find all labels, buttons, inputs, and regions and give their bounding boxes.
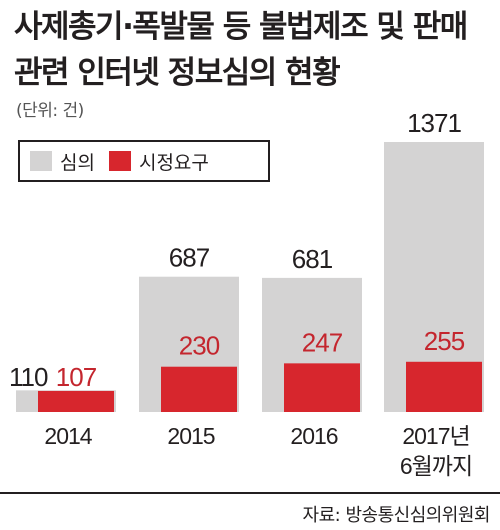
review-value-label: 681 <box>292 244 333 274</box>
correction-value-label: 247 <box>302 327 343 357</box>
bottom-divider <box>0 492 500 494</box>
correction-bar <box>161 366 237 412</box>
bar-chart: 110 107 2014 687 230 2015 681 247 2016 1371 255 201… <box>9 108 484 479</box>
correction-bar <box>38 390 114 412</box>
correction-value-label: 230 <box>179 331 220 361</box>
correction-bar <box>406 361 482 412</box>
unit-note: (단위: 건) <box>16 101 84 121</box>
legend-swatch-review <box>30 151 52 171</box>
legend: 심의 시정요구 <box>18 140 270 182</box>
legend-label-review: 심의 <box>60 151 95 174</box>
legend-item-correction: 시정요구 <box>108 148 209 175</box>
category-label: 2014 <box>44 423 92 449</box>
legend-label-correction: 시정요구 <box>138 151 209 174</box>
review-value-label: 110 <box>9 362 48 392</box>
category-label: 6월까지 <box>400 453 472 479</box>
category-label: 2015 <box>167 423 214 449</box>
review-value-label: 1371 <box>407 108 461 138</box>
legend-swatch-correction <box>108 151 131 171</box>
correction-value-label: 107 <box>56 362 97 392</box>
source-note: 자료: 방송통신심의위원회 <box>302 505 491 526</box>
chart-title: 사제총기·폭발물 등 불법제조 및 판매 관련 인터넷 정보심의 현황 <box>14 9 468 91</box>
review-value-label: 687 <box>169 243 210 273</box>
correction-value-label: 255 <box>424 326 465 356</box>
correction-bar <box>284 363 360 412</box>
category-label: 2017년 <box>402 423 469 449</box>
legend-item-review: 심의 <box>30 148 95 175</box>
category-label: 2016 <box>290 423 337 449</box>
